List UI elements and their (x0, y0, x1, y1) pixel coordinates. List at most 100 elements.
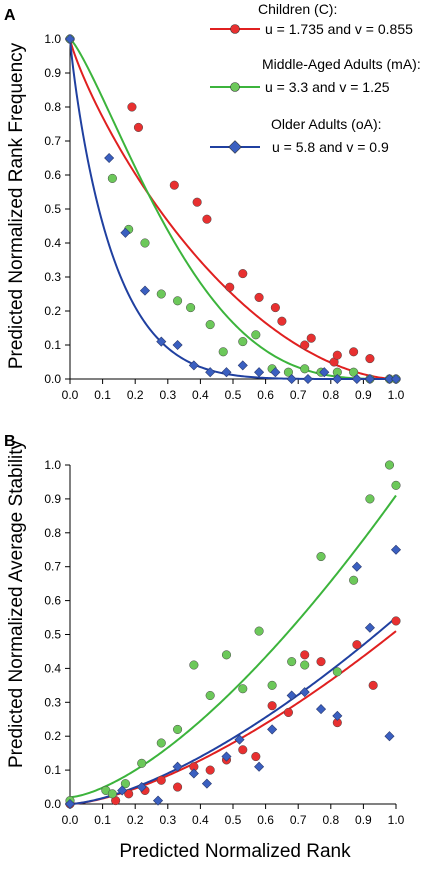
panel-b-point-middle-aged (287, 657, 297, 667)
panel-a-x-tick-label: 0.3 (159, 388, 176, 402)
panel-b-point-older (172, 761, 183, 772)
legend-middle-marker (230, 82, 240, 92)
panel-b-point-middle-aged (365, 494, 375, 504)
panel-b-point-middle-aged (238, 684, 248, 694)
panel-a-point-older (332, 373, 343, 385)
panel-b-y-axis-title: Predicted Normalized Average Stability (6, 439, 27, 768)
panel-b-point-older (299, 687, 310, 698)
panel-b-point-older (64, 798, 76, 810)
panel-a-x-tick-label: 0.6 (257, 388, 274, 402)
panel-b-point-middle-aged (189, 660, 199, 670)
panel-a-x-tick-label: 0.0 (62, 388, 79, 402)
legend-older-label: Older Adults (oA): (271, 116, 382, 132)
panel-b-point-older (364, 622, 375, 633)
panel-a-point-children (127, 102, 137, 112)
panel-a-point-older (319, 367, 330, 378)
panel-b-point-middle-aged (391, 480, 401, 490)
panel-b-y-tick-label: 0.4 (44, 661, 61, 675)
panel-b-point-children (205, 765, 215, 775)
panel-a-x-tick-label: 0.2 (127, 388, 144, 402)
panel-a-y-tick-label: 0.1 (44, 338, 61, 352)
panel-a-y-tick-label: 0.7 (44, 134, 61, 148)
panel-a-point-middle-aged (349, 367, 359, 377)
panel-b-x-tick-label: 0.6 (257, 813, 274, 827)
panel-a-point-older (270, 367, 281, 378)
panel-a-x-tick-label: 0.7 (290, 388, 307, 402)
panel-a-point-children (254, 292, 264, 302)
panel-b-axes: 0.0 0.1 0.2 0.3 0.4 0.5 0.6 0.7 0.8 0.9 1.0 0.0 0.1 0… (44, 458, 404, 827)
panel-a-x-tick-label: 0.8 (322, 388, 339, 402)
panel-b-point-older (267, 724, 278, 735)
panel-b-y-tick-label: 0.6 (44, 594, 61, 608)
panel-a-x-tick-label: 0.4 (192, 388, 209, 402)
legend-item-middle-aged: Middle-Aged Adults (mA): u = 3.3 and v =… (210, 56, 421, 95)
panel-b-fit-curve-older (69, 616, 397, 805)
panel-b-y-tick-label: 0.7 (44, 560, 61, 574)
panel-a-point-older (64, 33, 76, 45)
panel-a-point-middle-aged (300, 364, 310, 374)
panel-a-point-middle-aged (140, 238, 150, 248)
panel-a-axes: 0.0 0.1 0.2 0.3 0.4 0.5 0.6 0.7 0.8 0.9 1.0 0.0 0.1 0… (44, 32, 404, 402)
x-axis-title: Predicted Normalized Rank (119, 841, 351, 862)
panel-b-data-points (64, 460, 402, 810)
panel-a-point-older (156, 336, 167, 347)
panel-b-point-older (188, 768, 199, 779)
panel-b-label: B (4, 433, 16, 450)
panel-a-point-older (237, 360, 248, 371)
panel-b-x-tick-label: 0.8 (322, 813, 339, 827)
panel-a-fit-curve-middle-aged (69, 38, 396, 380)
panel-a-x-tick-label: 0.9 (355, 388, 372, 402)
panel-a-point-middle-aged (251, 330, 261, 340)
panel-b-x-tick-label: 0.3 (159, 813, 176, 827)
panel-a-label: A (4, 7, 16, 24)
panel-a-point-children (202, 214, 212, 224)
panel-b-point-older (254, 761, 265, 772)
legend-item-older: Older Adults (oA): u = 5.8 and v = 0.9 (210, 116, 389, 155)
panel-b-x-tick-label: 0.0 (62, 813, 79, 827)
panel-b-point-older (286, 690, 297, 701)
panel-a-point-children (225, 282, 235, 292)
panel-b-y-tick-label: 0.2 (44, 729, 61, 743)
panel-b-x-tick-label: 1.0 (388, 813, 405, 827)
panel-a-y-tick-label: 0.6 (44, 168, 61, 182)
panel-a-point-children (365, 354, 375, 364)
legend-children-label: Children (C): (258, 1, 337, 17)
panel-b-point-middle-aged (156, 738, 166, 748)
panel-b-point-older (384, 731, 395, 742)
panel-b-y-tick-label: 0.9 (44, 492, 61, 506)
panel-b-point-middle-aged (332, 667, 342, 677)
panel-b-y-tick-label: 1.0 (44, 458, 61, 472)
panel-a-point-older (364, 373, 375, 385)
panel-b-fit-curve-middle-aged (69, 494, 397, 799)
panel-b-point-children (124, 789, 134, 799)
panel-a-y-tick-label: 1.0 (44, 32, 61, 46)
panel-b-x-tick-label: 0.4 (192, 813, 209, 827)
legend-older-marker (228, 140, 242, 154)
panel-a-point-older (351, 373, 362, 385)
panel-a-point-children (332, 350, 342, 360)
panel-b-point-middle-aged (300, 660, 310, 670)
panel-b-point-older (390, 544, 402, 555)
panel-a-point-older (286, 373, 297, 385)
panel-a-y-tick-label: 0.5 (44, 202, 61, 216)
panel-a-point-children (270, 303, 280, 313)
legend-middle-label: Middle-Aged Adults (mA): (262, 56, 421, 72)
panel-a-x-tick-label: 0.5 (225, 388, 242, 402)
panel-a-point-older (120, 227, 131, 238)
panel-a-point-older (104, 152, 115, 164)
panel-a-y-tick-label: 0.0 (44, 372, 61, 386)
panel-a-y-tick-label: 0.3 (44, 270, 61, 284)
panel-a-point-older (205, 367, 216, 378)
panel-b-y-tick-label: 0.0 (44, 797, 61, 811)
panel-a-point-older (390, 373, 402, 385)
panel-a-fit-curve-children (69, 38, 397, 380)
panel-b-x-tick-label: 0.9 (355, 813, 372, 827)
panel-b-x-tick-label: 0.7 (290, 813, 307, 827)
panel-a-point-older (302, 373, 314, 385)
panel-b-point-middle-aged (316, 551, 326, 562)
panel-a-point-children (192, 197, 202, 207)
panel-a-x-tick-label: 0.1 (94, 388, 111, 402)
panel-b: B Predicted Normalized Average Stability… (4, 433, 405, 827)
panel-b-y-tick-label: 0.3 (44, 695, 61, 709)
